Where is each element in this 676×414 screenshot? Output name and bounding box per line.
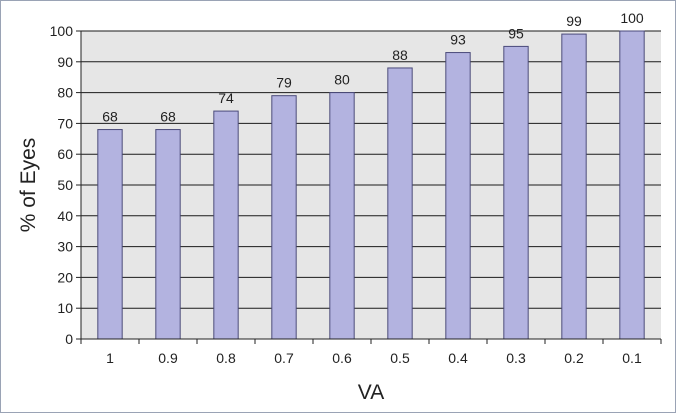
x-tick-label: 0.4 — [448, 350, 468, 366]
bar-0.3 — [503, 45, 529, 340]
x-tick-label: 1 — [106, 350, 114, 366]
axes — [76, 30, 662, 344]
data-label: 88 — [392, 47, 408, 63]
bar-0.7 — [271, 95, 297, 340]
data-label: 74 — [218, 90, 234, 106]
x-tick-label: 0.6 — [332, 350, 352, 366]
data-label: 93 — [450, 32, 466, 48]
bar-1 — [97, 129, 123, 340]
y-tick-label: 20 — [57, 269, 73, 285]
data-label: 79 — [276, 75, 292, 91]
x-tick-label: 0.3 — [506, 350, 526, 366]
y-tick-labels: 0 10 20 30 40 50 60 70 80 90 100 — [50, 23, 74, 347]
x-axis-title: VA — [358, 381, 384, 404]
bar-0.1 — [619, 30, 645, 340]
x-tick-label: 0.7 — [274, 350, 294, 366]
y-tick-label: 0 — [65, 331, 73, 347]
y-tick-label: 70 — [57, 115, 73, 131]
data-label: 95 — [508, 25, 524, 41]
bars — [97, 30, 645, 340]
y-axis-title: % of Eyes — [17, 138, 40, 233]
x-tick-label: 0.9 — [158, 350, 178, 366]
data-label: 68 — [102, 109, 118, 125]
bar-0.8 — [213, 110, 239, 340]
data-label: 68 — [160, 109, 176, 125]
y-tick-label: 80 — [57, 85, 73, 101]
x-tick-label: 0.2 — [564, 350, 584, 366]
data-label: 99 — [566, 13, 582, 29]
x-tick-labels: 1 0.9 0.8 0.7 0.6 0.5 0.4 0.3 0.2 0.1 — [106, 350, 642, 366]
bar-0.9 — [155, 129, 181, 340]
bar-0.2 — [561, 33, 587, 340]
bar-0.4 — [445, 52, 471, 340]
y-tick-label: 90 — [57, 54, 73, 70]
bar-0.5 — [387, 67, 413, 340]
y-tick-label: 60 — [57, 146, 73, 162]
data-label: 100 — [620, 10, 644, 26]
bar-0.6 — [329, 92, 355, 340]
y-tick-label: 30 — [57, 239, 73, 255]
y-tick-label: 50 — [57, 177, 73, 193]
y-tick-label: 40 — [57, 208, 73, 224]
x-tick-label: 0.8 — [216, 350, 236, 366]
data-label: 80 — [334, 72, 350, 88]
x-tick-label: 0.5 — [390, 350, 410, 366]
data-labels: 68 68 74 79 80 88 93 95 99 100 — [102, 10, 644, 125]
y-tick-label: 100 — [50, 23, 74, 39]
y-tick-label: 10 — [57, 300, 73, 316]
x-tick-label: 0.1 — [622, 350, 642, 366]
